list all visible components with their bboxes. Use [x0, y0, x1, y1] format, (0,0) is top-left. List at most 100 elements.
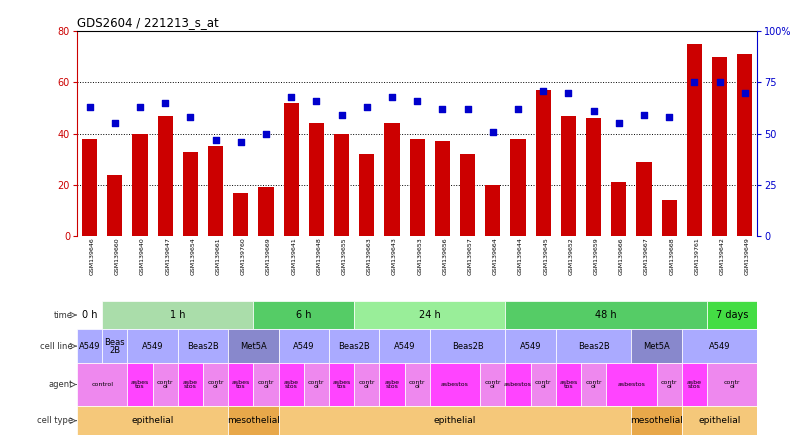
Point — [511, 106, 524, 113]
Point — [83, 103, 96, 111]
Text: GSM139641: GSM139641 — [291, 238, 296, 275]
Bar — [662, 200, 676, 236]
Bar — [505, 301, 707, 329]
Text: 24 h: 24 h — [419, 310, 441, 320]
Text: A549: A549 — [79, 341, 100, 351]
Text: GSM139668: GSM139668 — [669, 238, 674, 275]
Text: A549: A549 — [394, 341, 416, 351]
Point — [688, 79, 701, 86]
Bar — [480, 363, 505, 406]
Text: GSM139642: GSM139642 — [719, 238, 725, 275]
Text: A549: A549 — [520, 341, 541, 351]
Point — [537, 87, 550, 94]
Bar — [254, 363, 279, 406]
Text: GSM139647: GSM139647 — [165, 238, 170, 275]
Text: asbes
tos: asbes tos — [559, 380, 578, 389]
Point — [461, 106, 474, 113]
Bar — [485, 185, 501, 236]
Text: agent: agent — [49, 380, 73, 389]
Text: contr
ol: contr ol — [535, 380, 552, 389]
Bar — [682, 406, 757, 435]
Text: GSM139761: GSM139761 — [694, 238, 699, 275]
Bar — [687, 44, 702, 236]
Text: 1 h: 1 h — [170, 310, 185, 320]
Bar — [581, 363, 606, 406]
Bar — [354, 301, 505, 329]
Bar — [329, 363, 354, 406]
Point — [411, 97, 424, 104]
Text: contr
ol: contr ol — [724, 380, 740, 389]
Bar — [107, 174, 122, 236]
Bar — [430, 363, 480, 406]
Bar — [334, 134, 349, 236]
Bar — [158, 116, 173, 236]
Bar — [556, 363, 581, 406]
Text: Beas2B: Beas2B — [452, 341, 484, 351]
Text: contr
ol: contr ol — [409, 380, 425, 389]
Text: mesothelial: mesothelial — [630, 416, 683, 425]
Point — [587, 107, 600, 115]
Bar — [102, 329, 127, 363]
Point — [713, 79, 726, 86]
Text: control: control — [92, 382, 113, 387]
Bar — [737, 54, 752, 236]
Bar — [258, 187, 274, 236]
Text: asbe
stos: asbe stos — [284, 380, 299, 389]
Text: GSM139666: GSM139666 — [619, 238, 624, 275]
Bar — [208, 147, 223, 236]
Text: A549: A549 — [142, 341, 164, 351]
Point — [159, 99, 172, 107]
Text: GSM139660: GSM139660 — [115, 238, 120, 275]
Bar — [304, 363, 329, 406]
Point — [436, 106, 449, 113]
Bar — [586, 118, 601, 236]
Text: Met5A: Met5A — [643, 341, 670, 351]
Point — [184, 114, 197, 121]
Bar — [279, 329, 329, 363]
Bar — [631, 406, 682, 435]
Text: asbe
stos: asbe stos — [687, 380, 701, 389]
Text: A549: A549 — [293, 341, 314, 351]
Bar — [385, 123, 399, 236]
Bar — [329, 329, 379, 363]
Bar — [707, 301, 757, 329]
Text: Beas2B: Beas2B — [578, 341, 609, 351]
Text: GSM139644: GSM139644 — [518, 238, 523, 275]
Bar — [556, 329, 631, 363]
Bar — [535, 90, 551, 236]
Text: GSM139659: GSM139659 — [594, 238, 599, 275]
Text: contr
ol: contr ol — [661, 380, 677, 389]
Text: GSM139664: GSM139664 — [492, 238, 498, 275]
Text: contr
ol: contr ol — [484, 380, 501, 389]
Text: GSM139760: GSM139760 — [241, 238, 245, 275]
Point — [738, 89, 751, 96]
Point — [234, 138, 247, 145]
Text: asbes
tos: asbes tos — [131, 380, 149, 389]
Text: GSM139654: GSM139654 — [190, 238, 195, 275]
Text: asbe
stos: asbe stos — [183, 380, 198, 389]
Text: cell type: cell type — [36, 416, 73, 425]
Text: GSM139643: GSM139643 — [392, 238, 397, 275]
Point — [259, 130, 272, 137]
Text: Beas2B: Beas2B — [187, 341, 219, 351]
Text: asbe
stos: asbe stos — [385, 380, 399, 389]
Bar — [712, 57, 727, 236]
Text: asbestos: asbestos — [504, 382, 532, 387]
Point — [386, 93, 399, 100]
Point — [310, 97, 323, 104]
Bar — [77, 301, 102, 329]
Text: A549: A549 — [709, 341, 731, 351]
Text: time: time — [54, 310, 73, 320]
Bar — [254, 301, 354, 329]
Bar — [606, 363, 657, 406]
Point — [360, 103, 373, 111]
Text: contr
ol: contr ol — [308, 380, 325, 389]
Bar — [435, 141, 450, 236]
Text: 0 h: 0 h — [82, 310, 97, 320]
Bar — [637, 162, 651, 236]
Text: cell line: cell line — [40, 341, 73, 351]
Text: epithelial: epithelial — [698, 416, 740, 425]
Bar — [284, 103, 299, 236]
Bar — [203, 363, 228, 406]
Text: epithelial: epithelial — [434, 416, 476, 425]
